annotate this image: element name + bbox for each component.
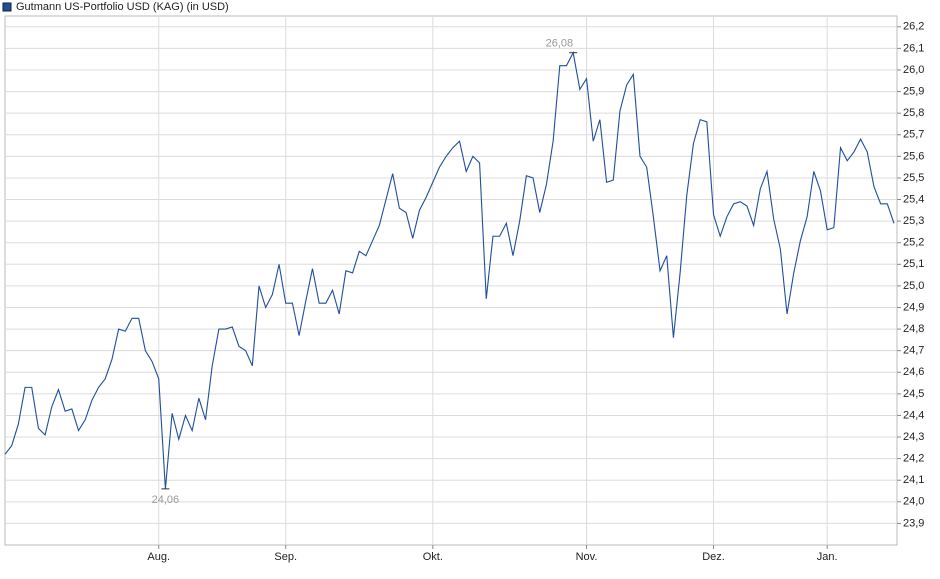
min-label: 24,06 [152, 494, 180, 506]
y-tick-label: 26,1 [903, 42, 924, 54]
y-tick-label: 24,9 [903, 301, 924, 313]
y-tick-label: 24,1 [903, 474, 924, 486]
y-tick-label: 25,9 [903, 85, 924, 97]
y-tick-label: 24,7 [903, 345, 924, 357]
y-tick-label: 25,6 [903, 150, 924, 162]
y-tick-label: 26,0 [903, 64, 924, 76]
y-tick-label: 25,5 [903, 172, 924, 184]
x-tick-label: Jan. [817, 551, 838, 563]
x-tick-label: Aug. [147, 551, 170, 563]
y-tick-label: 24,6 [903, 366, 924, 378]
y-tick-label: 23,9 [903, 517, 924, 529]
series-line [4, 51, 895, 489]
y-tick-label: 24,2 [903, 453, 924, 465]
x-tick-label: Dez. [702, 551, 725, 563]
y-tick-label: 25,0 [903, 280, 924, 292]
y-tick-label: 24,4 [903, 409, 924, 421]
y-tick-label: 24,5 [903, 388, 924, 400]
y-tick-label: 25,4 [903, 193, 924, 205]
y-tick-label: 25,7 [903, 129, 924, 141]
x-tick-label: Okt. [423, 551, 443, 563]
y-tick-label: 25,8 [903, 107, 924, 119]
x-tick-label: Nov. [576, 551, 598, 563]
y-tick-label: 25,1 [903, 258, 924, 270]
legend-label: Gutmann US-Portfolio USD (KAG) (in USD) [16, 1, 229, 13]
y-tick-label: 24,8 [903, 323, 924, 335]
y-tick-label: 24,0 [903, 496, 924, 508]
y-tick-label: 24,3 [903, 431, 924, 443]
x-tick-label: Sep. [274, 551, 297, 563]
plot-frame [4, 15, 898, 546]
legend-swatch [2, 2, 12, 12]
y-tick-label: 26,2 [903, 21, 924, 33]
y-tick-label: 25,2 [903, 237, 924, 249]
max-label: 26,08 [546, 38, 574, 50]
y-tick-label: 25,3 [903, 215, 924, 227]
